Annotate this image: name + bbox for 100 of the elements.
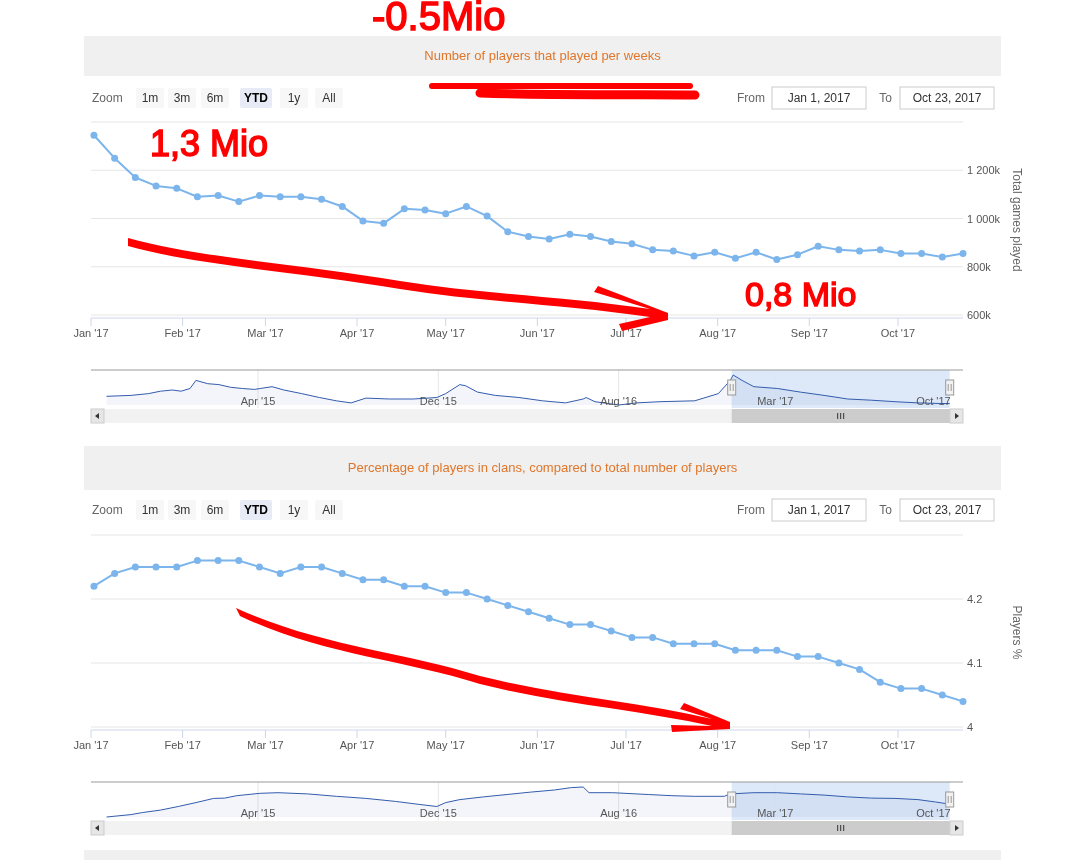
text: Jan 1, 2017	[787, 91, 851, 105]
x-tick-label: Apr '15	[240, 395, 276, 407]
point	[628, 633, 636, 641]
point	[173, 184, 181, 192]
point	[276, 193, 284, 201]
text: From	[737, 91, 765, 105]
point	[318, 195, 326, 203]
point	[607, 627, 615, 635]
x-tick-label: May '17	[426, 327, 465, 339]
point	[193, 193, 201, 201]
point	[131, 563, 139, 571]
annotation: 1,3 Mio	[150, 123, 269, 164]
point	[711, 640, 719, 648]
x-tick-label: Aug '17	[699, 739, 737, 751]
point	[400, 582, 408, 590]
text: 1y	[287, 91, 301, 105]
y-tick-label: 4	[967, 721, 974, 733]
x-tick-label: Jun '17	[519, 739, 555, 751]
point	[483, 595, 491, 603]
point	[359, 576, 367, 584]
y-tick-label: 4.1	[967, 657, 983, 669]
point	[152, 182, 160, 190]
x-tick-label: Apr '17	[339, 739, 375, 751]
point	[690, 252, 698, 260]
x-tick-label: Jan '17	[73, 739, 109, 751]
x-tick-label: Jan '17	[73, 327, 109, 339]
point	[504, 601, 512, 609]
point	[856, 665, 864, 673]
point	[793, 653, 801, 661]
point	[711, 248, 719, 256]
text: -0.5Mio	[372, 0, 506, 38]
chart-title: Number of players that played per weeks	[424, 48, 662, 63]
point	[897, 685, 905, 693]
point	[235, 198, 243, 206]
point	[938, 691, 946, 699]
point	[814, 653, 822, 661]
x-tick-label: Mar '17	[757, 807, 794, 819]
point	[318, 563, 326, 571]
point	[338, 569, 346, 577]
point	[566, 230, 574, 238]
y-tick-label: 1 000k	[967, 212, 1001, 225]
y-tick-label: 4.2	[967, 593, 983, 605]
point	[193, 557, 201, 565]
point	[938, 253, 946, 261]
text: 6m	[206, 503, 224, 517]
point	[876, 678, 884, 686]
point	[773, 256, 781, 264]
point	[442, 589, 450, 597]
point	[504, 228, 512, 236]
point	[876, 246, 884, 254]
text: Oct 23, 2017	[912, 503, 982, 517]
annotation: 0,8 Mio	[745, 275, 857, 313]
text: 1y	[287, 503, 301, 517]
x-tick-label: Jun '17	[519, 327, 555, 339]
y-axis-title: Total games played	[1010, 168, 1024, 272]
point	[649, 633, 657, 641]
point	[359, 217, 367, 225]
x-tick-label: Apr '17	[339, 327, 375, 339]
point	[276, 569, 284, 577]
x-tick-label: Sep '17	[790, 739, 828, 751]
text: 3m	[173, 503, 191, 517]
point	[173, 563, 181, 571]
point	[545, 614, 553, 622]
point	[897, 249, 905, 257]
text: 1m	[141, 503, 159, 517]
point	[773, 646, 781, 654]
point	[462, 589, 470, 597]
text: YTD	[244, 503, 269, 517]
y-tick-label: 600k	[967, 309, 992, 321]
point	[255, 192, 263, 200]
x-tick-label: Feb '17	[164, 327, 201, 339]
text: Jan 1, 2017	[787, 503, 851, 517]
text: Oct 23, 2017	[912, 91, 982, 105]
point	[421, 582, 429, 590]
point	[587, 621, 595, 629]
text: Zoom	[92, 91, 123, 105]
x-tick-label: Jul '17	[610, 739, 642, 751]
point	[524, 608, 532, 616]
y-tick-label: 800k	[967, 260, 992, 273]
point	[235, 557, 243, 565]
x-tick-label: Mar '17	[757, 395, 794, 407]
point	[959, 249, 967, 257]
x-tick-label: Mar '17	[247, 327, 284, 339]
point	[338, 202, 346, 210]
point	[90, 131, 98, 139]
text: 1m	[141, 91, 159, 105]
point	[462, 202, 470, 210]
x-tick-label: Dec '15	[419, 807, 457, 819]
point	[483, 212, 491, 220]
point	[587, 233, 595, 241]
point	[131, 173, 139, 181]
point	[731, 646, 739, 654]
point	[918, 685, 926, 693]
point	[835, 246, 843, 254]
text: To	[879, 91, 893, 105]
point	[566, 621, 574, 629]
text: YTD	[244, 91, 269, 105]
point	[690, 640, 698, 648]
x-tick-label: Oct '17	[880, 739, 916, 751]
text: All	[322, 503, 336, 517]
